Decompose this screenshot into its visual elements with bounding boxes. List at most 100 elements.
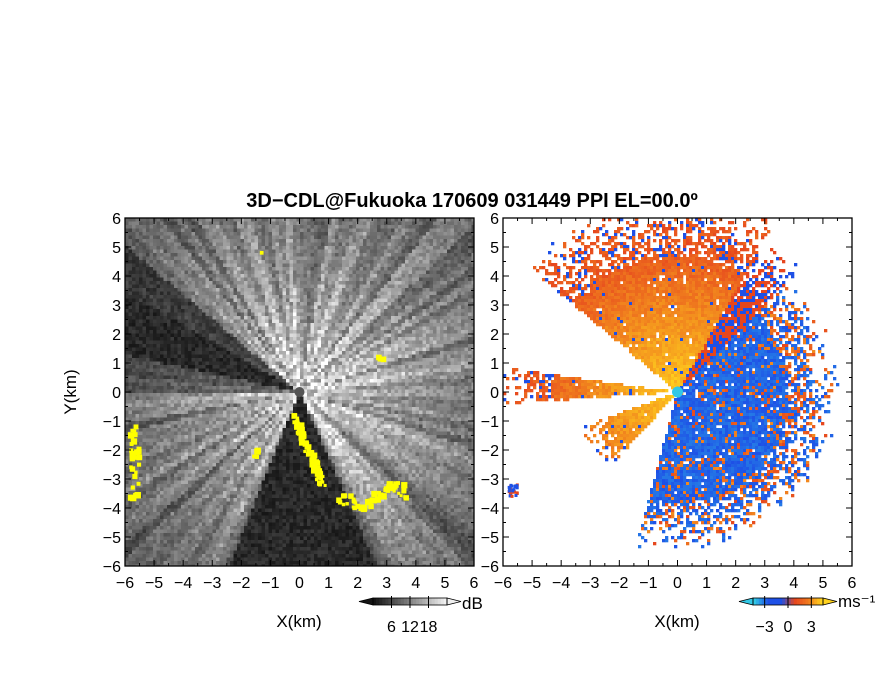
figure-title: 3D−CDL@Fukuoka 170609 031449 PPI EL=00.0… [246, 190, 698, 212]
reflectivity-cell [408, 326, 413, 331]
reflectivity-cell [338, 330, 343, 334]
reflectivity-cell [300, 368, 304, 373]
reflectivity-cell [265, 274, 269, 278]
reflectivity-cell [191, 354, 196, 359]
reflectivity-cell [139, 242, 143, 247]
reflectivity-cell [184, 291, 189, 296]
reflectivity-cell [282, 253, 287, 257]
reflectivity-cell [202, 368, 206, 373]
reflectivity-cell [135, 354, 140, 359]
reflectivity-cell [359, 221, 364, 226]
reflectivity-cell [272, 382, 276, 387]
reflectivity-cell [457, 319, 462, 324]
reflectivity-cell [240, 330, 245, 334]
reflectivity-cell [279, 347, 283, 352]
reflectivity-cell [149, 267, 154, 271]
reflectivity-cell [335, 249, 339, 254]
reflectivity-cell [454, 372, 458, 376]
reflectivity-cell [293, 323, 297, 327]
reflectivity-cell [237, 365, 241, 369]
reflectivity-cell [359, 249, 364, 254]
reflectivity-cell [464, 267, 469, 271]
reflectivity-cell [359, 274, 364, 278]
reflectivity-cell [195, 270, 199, 275]
reflectivity-cell [464, 351, 469, 355]
reflectivity-cell [391, 347, 395, 352]
reflectivity-cell [345, 256, 350, 261]
reflectivity-cell [237, 242, 241, 247]
reflectivity-cell [240, 218, 245, 222]
reflectivity-cell [321, 386, 325, 390]
reflectivity-cell [373, 365, 378, 369]
reflectivity-cell [384, 309, 388, 313]
reflectivity-cell [233, 295, 238, 299]
reflectivity-cell [314, 330, 318, 334]
reflectivity-cell [359, 288, 364, 292]
reflectivity-cell [314, 284, 318, 289]
reflectivity-cell [230, 281, 234, 285]
reflectivity-cell [149, 386, 154, 390]
reflectivity-cell [426, 228, 430, 233]
reflectivity-cell [191, 260, 196, 264]
reflectivity-cell [377, 302, 381, 306]
reflectivity-cell [254, 256, 259, 261]
reflectivity-cell [146, 368, 150, 373]
reflectivity-cell [251, 344, 255, 348]
reflectivity-cell [321, 232, 325, 236]
reflectivity-cell [153, 267, 157, 271]
reflectivity-cell [391, 344, 395, 348]
reflectivity-cell [125, 225, 129, 229]
reflectivity-cell [128, 344, 133, 348]
reflectivity-cell [331, 277, 336, 282]
reflectivity-cell [198, 260, 203, 264]
reflectivity-cell [356, 253, 360, 257]
reflectivity-cell [471, 291, 474, 296]
reflectivity-cell [279, 270, 283, 275]
reflectivity-cell [394, 263, 399, 268]
reflectivity-cell [377, 249, 381, 254]
reflectivity-cell [461, 326, 465, 331]
reflectivity-cell [443, 260, 448, 264]
reflectivity-cell [366, 386, 371, 390]
reflectivity-cell [149, 305, 154, 310]
reflectivity-cell [461, 340, 465, 345]
reflectivity-cell [244, 260, 248, 264]
reflectivity-cell [433, 228, 437, 233]
reflectivity-cell [191, 235, 196, 240]
reflectivity-cell [296, 225, 301, 229]
reflectivity-cell [223, 354, 227, 359]
reflectivity-cell [398, 368, 402, 373]
reflectivity-cell [447, 270, 451, 275]
reflectivity-cell [300, 239, 304, 243]
reflectivity-cell [394, 316, 399, 320]
reflectivity-cell [286, 365, 290, 369]
reflectivity-cell [464, 386, 469, 390]
reflectivity-cell [233, 344, 238, 348]
reflectivity-cell [125, 354, 129, 359]
reflectivity-cell [433, 242, 437, 247]
reflectivity-cell [359, 246, 364, 250]
reflectivity-cell [293, 302, 297, 306]
reflectivity-cell [426, 242, 430, 247]
reflectivity-cell [205, 312, 210, 317]
reflectivity-cell [212, 232, 217, 236]
reflectivity-cell [415, 340, 420, 345]
reflectivity-cell [331, 302, 336, 306]
reflectivity-cell [303, 344, 308, 348]
reflectivity-cell [289, 386, 294, 390]
reflectivity-cell [296, 344, 301, 348]
reflectivity-cell [412, 340, 416, 345]
reflectivity-cell [450, 298, 455, 303]
reflectivity-cell [373, 277, 378, 282]
reflectivity-cell [174, 253, 178, 257]
reflectivity-cell [359, 225, 364, 229]
reflectivity-cell [181, 260, 185, 264]
reflectivity-cell [205, 351, 210, 355]
reflectivity-cell [328, 260, 332, 264]
reflectivity-cell [156, 326, 161, 331]
reflectivity-cell [198, 302, 203, 306]
reflectivity-cell [226, 260, 231, 264]
reflectivity-cell [412, 239, 416, 243]
reflectivity-cell [335, 372, 339, 376]
reflectivity-cell [160, 319, 164, 324]
